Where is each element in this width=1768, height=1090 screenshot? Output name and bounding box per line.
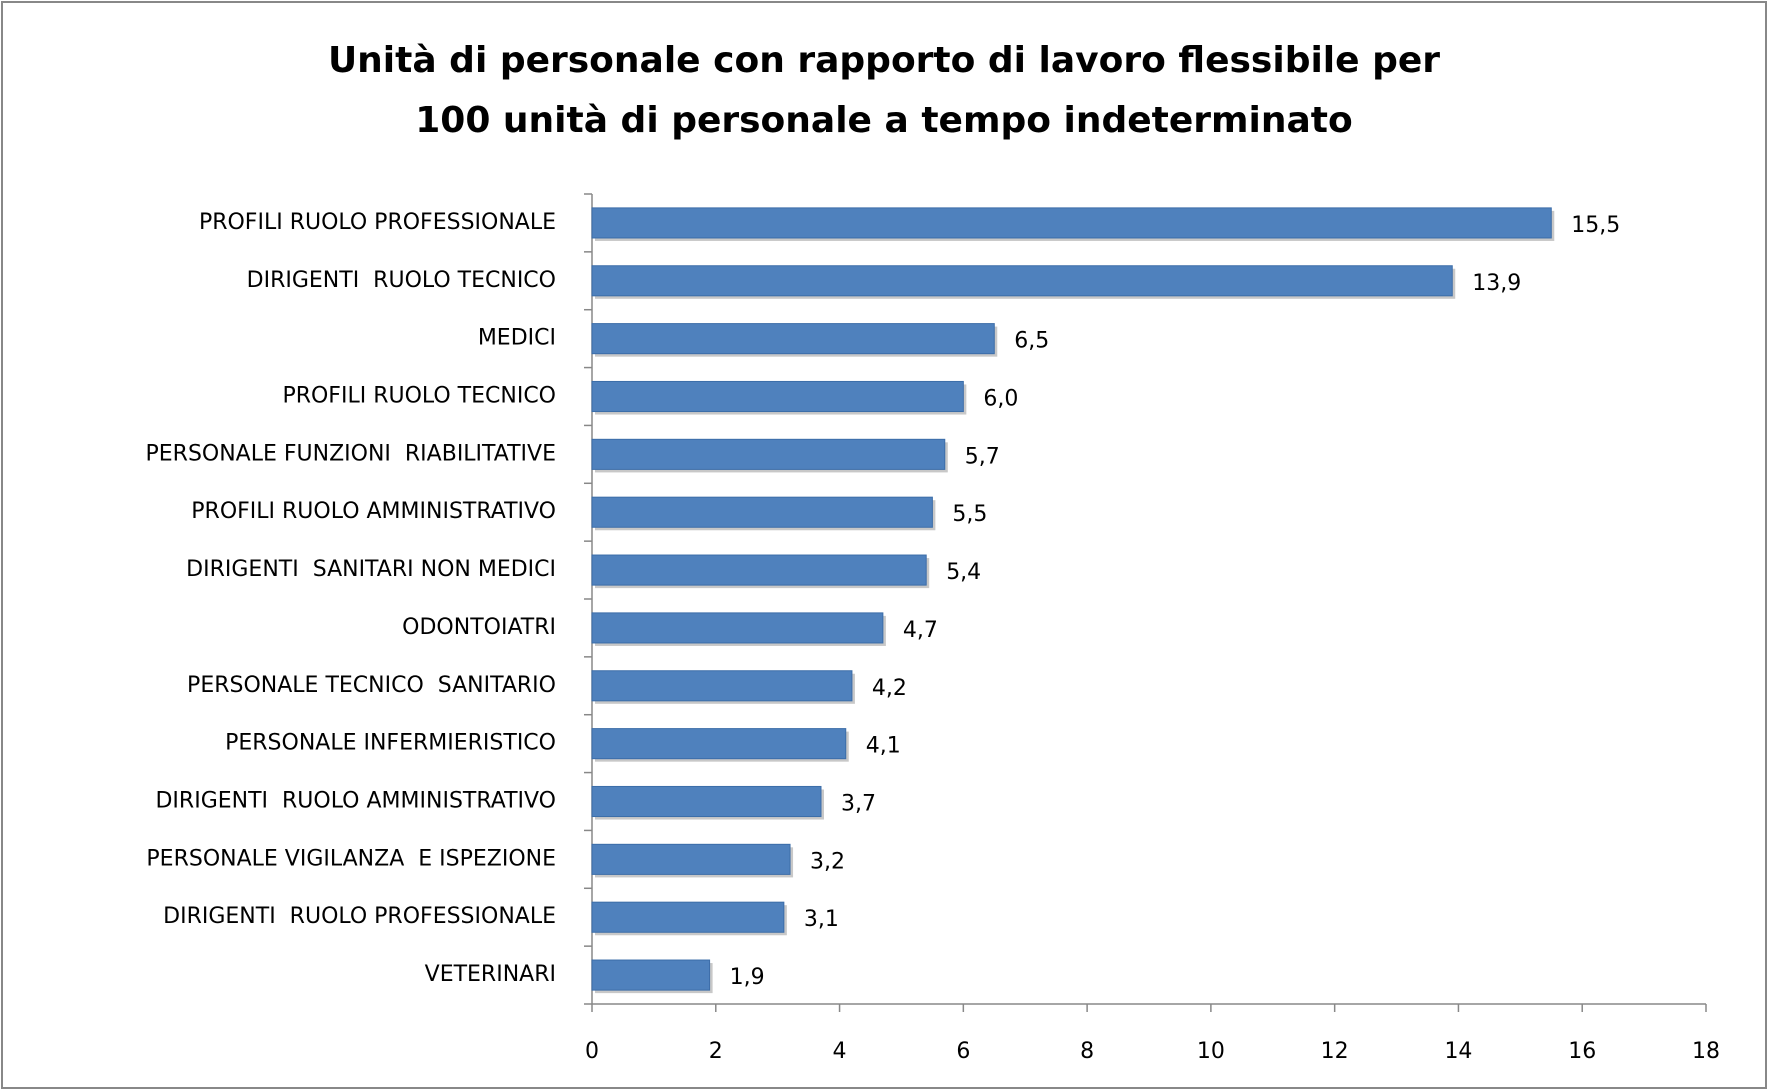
y-tick-label: DIRIGENTI SANITARI NON MEDICI [186,557,556,582]
y-tick-label: DIRIGENTI RUOLO TECNICO [247,268,556,293]
bar [591,670,853,702]
bar [591,612,884,644]
y-tick-label: PERSONALE VIGILANZA E ISPEZIONE [146,846,556,871]
bar [591,785,822,818]
bar [591,380,964,413]
y-tick-label: ODONTOIATRI [402,615,556,640]
data-label: 4,7 [903,618,938,643]
y-tick-label: VETERINARI [425,962,556,987]
y-tick-label: PROFILI RUOLO PROFESSIONALE [199,210,556,235]
x-tick-label: 10 [1197,1039,1225,1064]
data-label: 5,5 [952,502,987,527]
y-tick-label: PERSONALE TECNICO SANITARIO [187,673,556,698]
chart-title: Unità di personale con rapporto di lavor… [328,40,1440,81]
data-label: 6,5 [1014,329,1049,354]
x-tick-label: 4 [833,1039,847,1064]
bar [591,438,946,470]
x-tick-label: 6 [956,1039,970,1064]
y-tick-label: DIRIGENTI RUOLO AMMINISTRATIVO [155,789,556,814]
bar [591,959,711,991]
bar [591,728,847,760]
data-label: 6,0 [983,387,1018,412]
bar [591,901,785,933]
y-tick-label: PERSONALE FUNZIONI RIABILITATIVE [145,441,556,466]
data-label: 3,1 [804,907,839,932]
bar [591,554,927,586]
data-label: 5,7 [965,444,1000,469]
data-label: 3,7 [841,792,876,817]
x-tick-label: 18 [1692,1039,1720,1064]
bar [591,496,933,528]
y-tick-label: MEDICI [478,326,556,351]
x-tick-label: 12 [1321,1039,1349,1064]
y-tick-label: PROFILI RUOLO TECNICO [282,384,556,409]
x-tick-label: 14 [1444,1039,1472,1064]
y-tick-label: PROFILI RUOLO AMMINISTRATIVO [191,499,556,524]
data-label: 15,5 [1571,213,1620,238]
bar [591,207,1552,239]
bar [591,265,1453,297]
y-tick-label: PERSONALE INFERMIERISTICO [225,731,556,756]
data-label: 3,2 [810,849,845,874]
x-tick-label: 16 [1568,1039,1596,1064]
data-label: 13,9 [1472,271,1521,296]
x-tick-label: 8 [1080,1039,1094,1064]
x-tick-label: 0 [585,1039,599,1064]
chart-title: 100 unità di personale a tempo indetermi… [415,100,1353,141]
data-label: 4,2 [872,676,907,701]
x-tick-label: 2 [709,1039,723,1064]
bar [591,843,791,875]
data-label: 4,1 [866,734,901,759]
y-tick-label: DIRIGENTI RUOLO PROFESSIONALE [163,904,556,929]
data-label: 5,4 [946,560,981,585]
bar [591,323,995,355]
data-label: 1,9 [730,965,765,990]
